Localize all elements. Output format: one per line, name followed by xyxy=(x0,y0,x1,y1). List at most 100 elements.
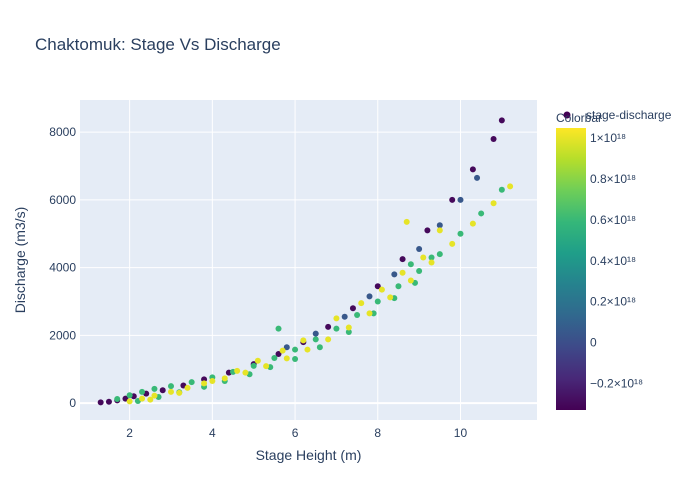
data-point xyxy=(242,369,249,376)
data-point xyxy=(478,210,485,217)
data-point xyxy=(345,328,352,335)
colorbar-tick-label: 0.8×10¹⁸ xyxy=(590,172,636,186)
plot-area xyxy=(80,100,537,420)
data-point xyxy=(403,218,410,225)
data-point xyxy=(325,323,332,330)
data-point xyxy=(275,350,282,357)
colorbar-tick-label: 0 xyxy=(590,336,597,350)
data-point xyxy=(498,117,505,124)
y-tick-label: 2000 xyxy=(49,328,76,342)
y-tick-label: 0 xyxy=(69,396,76,410)
data-point xyxy=(209,378,216,385)
data-point xyxy=(366,293,373,300)
colorbar-title: Colorbar xyxy=(556,111,602,125)
colorbar: Colorbar 1×10¹⁸ 0.8×10¹⁸ 0.6×10¹⁸ 0.4×10¹⁸ 0… xyxy=(556,111,643,410)
data-point xyxy=(399,256,406,263)
data-point xyxy=(147,396,154,403)
data-point xyxy=(345,324,352,331)
data-point xyxy=(254,357,261,364)
x-tick-label: 2 xyxy=(126,426,133,440)
data-point xyxy=(436,222,443,229)
data-point xyxy=(449,196,456,203)
data-point xyxy=(304,346,311,353)
data-point xyxy=(292,346,299,353)
data-point xyxy=(490,200,497,207)
y-tick-labels: 0 2000 4000 6000 8000 xyxy=(49,125,76,410)
data-point xyxy=(283,344,290,351)
data-point xyxy=(507,183,514,190)
data-point xyxy=(167,388,174,395)
data-point xyxy=(395,283,402,290)
data-point xyxy=(436,227,443,234)
data-point xyxy=(139,388,146,395)
data-point xyxy=(407,261,414,268)
chart-title: Chaktomuk: Stage Vs Discharge xyxy=(35,35,281,54)
data-point xyxy=(436,251,443,258)
data-point xyxy=(300,337,307,344)
data-point xyxy=(391,271,398,278)
colorbar-tick-label: 0.2×10¹⁸ xyxy=(590,295,636,309)
colorbar-tick-label: 1×10¹⁸ xyxy=(590,131,626,145)
data-point xyxy=(275,325,282,332)
data-point xyxy=(416,245,423,252)
x-tick-label: 10 xyxy=(454,426,468,440)
data-point xyxy=(126,392,133,399)
data-point xyxy=(114,396,121,403)
data-point xyxy=(449,240,456,247)
colorbar-tick-label: −0.2×10¹⁸ xyxy=(590,376,643,390)
data-point xyxy=(176,389,183,396)
data-point xyxy=(312,336,319,343)
data-point xyxy=(201,380,208,387)
data-point xyxy=(271,355,278,362)
data-point xyxy=(428,254,435,261)
data-point xyxy=(420,254,427,261)
data-point xyxy=(126,398,133,405)
y-tick-label: 6000 xyxy=(49,193,76,207)
data-point xyxy=(416,268,423,275)
data-point xyxy=(374,283,381,290)
legend-label: stage-discharge xyxy=(586,108,672,122)
data-point xyxy=(407,277,414,284)
x-tick-label: 4 xyxy=(209,426,216,440)
data-point xyxy=(469,166,476,173)
data-point xyxy=(312,330,319,337)
data-point xyxy=(333,325,340,332)
colorbar-tick-label: 0.6×10¹⁸ xyxy=(590,213,636,227)
data-point xyxy=(366,310,373,317)
legend[interactable]: stage-discharge xyxy=(563,108,672,122)
data-point xyxy=(387,294,394,301)
data-point xyxy=(139,395,146,402)
data-point xyxy=(354,312,361,319)
data-point xyxy=(151,392,158,399)
data-point xyxy=(263,363,270,370)
data-point xyxy=(457,196,464,203)
data-point xyxy=(374,298,381,305)
x-tick-label: 6 xyxy=(292,426,299,440)
x-axis-title: Stage Height (m) xyxy=(256,447,362,463)
data-point xyxy=(279,347,286,354)
colorbar-tick-labels: 1×10¹⁸ 0.8×10¹⁸ 0.6×10¹⁸ 0.4×10¹⁸ 0.2×10¹⁸ 0 −… xyxy=(590,131,643,390)
y-tick-label: 8000 xyxy=(49,125,76,139)
data-point xyxy=(358,300,365,307)
legend-marker xyxy=(563,111,571,119)
data-point xyxy=(105,398,112,405)
data-point xyxy=(250,362,257,369)
y-axis-title: Discharge (m3/s) xyxy=(12,207,28,314)
data-point xyxy=(399,269,406,276)
data-point xyxy=(349,305,356,312)
data-point xyxy=(325,336,332,343)
data-point xyxy=(167,383,174,390)
data-point xyxy=(333,315,340,322)
x-tick-label: 8 xyxy=(374,426,381,440)
data-point xyxy=(341,313,348,320)
data-point xyxy=(370,310,377,317)
data-point xyxy=(498,186,505,193)
data-point xyxy=(378,286,385,293)
colorbar-tick-label: 0.4×10¹⁸ xyxy=(590,254,636,268)
data-point xyxy=(469,220,476,227)
x-tick-labels: 2 4 6 8 10 xyxy=(126,426,467,440)
data-point xyxy=(97,399,104,406)
y-tick-label: 4000 xyxy=(49,261,76,275)
data-point xyxy=(151,385,158,392)
